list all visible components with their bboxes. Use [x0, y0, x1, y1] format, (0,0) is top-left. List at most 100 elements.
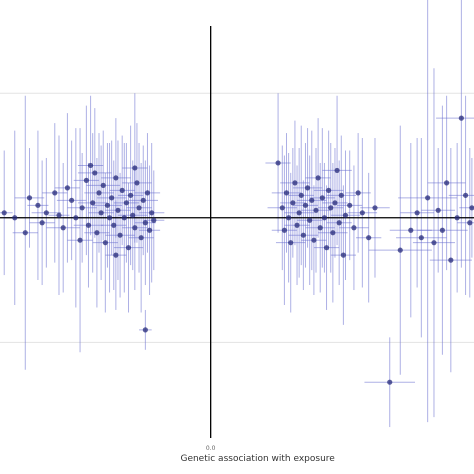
data-point: [418, 235, 424, 241]
data-point: [132, 225, 138, 231]
data-point: [317, 225, 323, 231]
data-point: [288, 240, 294, 246]
data-point: [294, 222, 300, 228]
data-point: [136, 205, 142, 211]
data-point: [469, 205, 474, 211]
data-point: [448, 257, 454, 263]
error-bars: [0, 0, 474, 428]
data-point: [115, 207, 121, 213]
data-point: [83, 177, 89, 183]
data-point: [414, 210, 420, 216]
data-point: [334, 167, 340, 174]
axes: [0, 26, 474, 438]
data-point: [119, 187, 125, 193]
data-point: [279, 205, 285, 211]
data-point: [39, 220, 45, 226]
data-point: [444, 180, 450, 186]
data-point: [98, 210, 104, 216]
data-point: [458, 115, 464, 121]
data-point: [296, 210, 302, 216]
data-point: [111, 222, 117, 228]
data-point: [300, 232, 306, 238]
data-point: [142, 220, 148, 226]
data-point: [142, 327, 148, 333]
data-point: [315, 175, 321, 181]
data-point: [323, 245, 330, 251]
data-point: [140, 197, 146, 203]
data-point: [73, 215, 79, 221]
data-point: [340, 252, 346, 258]
data-point: [338, 192, 344, 198]
data-point: [359, 210, 365, 216]
data-point: [467, 220, 473, 226]
data-point: [332, 200, 338, 206]
data-point: [22, 230, 28, 236]
data-point: [149, 210, 155, 216]
data-point: [43, 210, 49, 216]
data-point: [117, 232, 123, 238]
data-point: [56, 212, 62, 218]
data-point: [102, 240, 108, 246]
data-point: [113, 175, 119, 181]
data-point: [302, 202, 309, 208]
data-point: [96, 190, 102, 196]
data-point: [1, 210, 7, 216]
data-point: [307, 217, 313, 223]
data-point: [125, 245, 132, 251]
data-point: [387, 379, 393, 385]
data-point: [397, 247, 403, 253]
data-point: [87, 162, 94, 169]
data-point: [283, 190, 290, 196]
data-point: [94, 230, 100, 236]
data-point: [366, 235, 372, 241]
data-point: [435, 207, 441, 213]
x-tick-label: 0.0: [206, 445, 216, 452]
data-point: [130, 212, 136, 218]
x-axis-title: Genetic association with exposure: [180, 454, 335, 464]
data-point: [311, 237, 317, 243]
data-point: [309, 197, 315, 203]
data-point: [355, 190, 361, 196]
data-point: [79, 205, 85, 211]
data-point: [286, 215, 292, 221]
data-point: [104, 202, 111, 208]
data-point: [138, 235, 144, 241]
data-point: [336, 220, 342, 226]
data-point: [304, 185, 311, 191]
data-point: [298, 192, 304, 198]
data-point: [92, 170, 98, 176]
data-point: [109, 195, 115, 201]
data-point: [113, 252, 119, 258]
data-point: [85, 222, 92, 228]
data-point: [431, 240, 437, 246]
data-point: [69, 197, 75, 203]
data-point: [342, 212, 349, 218]
data-point: [313, 207, 319, 213]
data-point: [35, 202, 41, 208]
data-point: [351, 225, 357, 231]
data-point: [64, 185, 71, 191]
data-point: [12, 215, 18, 221]
data-point: [319, 195, 325, 201]
data-point: [372, 205, 378, 211]
data-point: [144, 190, 151, 196]
data-point: [290, 200, 296, 206]
data-point: [52, 190, 58, 196]
data-point: [100, 182, 106, 188]
data-point: [121, 215, 127, 221]
data-point: [106, 215, 113, 221]
data-point: [281, 227, 287, 233]
data-point: [128, 192, 134, 198]
data-point: [26, 195, 33, 201]
data-point: [275, 160, 281, 166]
data-point: [151, 217, 157, 223]
data-point: [132, 165, 138, 171]
data-point: [90, 200, 96, 206]
data-point: [425, 195, 431, 201]
data-point: [347, 202, 353, 208]
data-point: [321, 215, 328, 221]
data-points: [1, 115, 474, 385]
data-point: [328, 205, 334, 211]
data-point: [146, 227, 153, 233]
